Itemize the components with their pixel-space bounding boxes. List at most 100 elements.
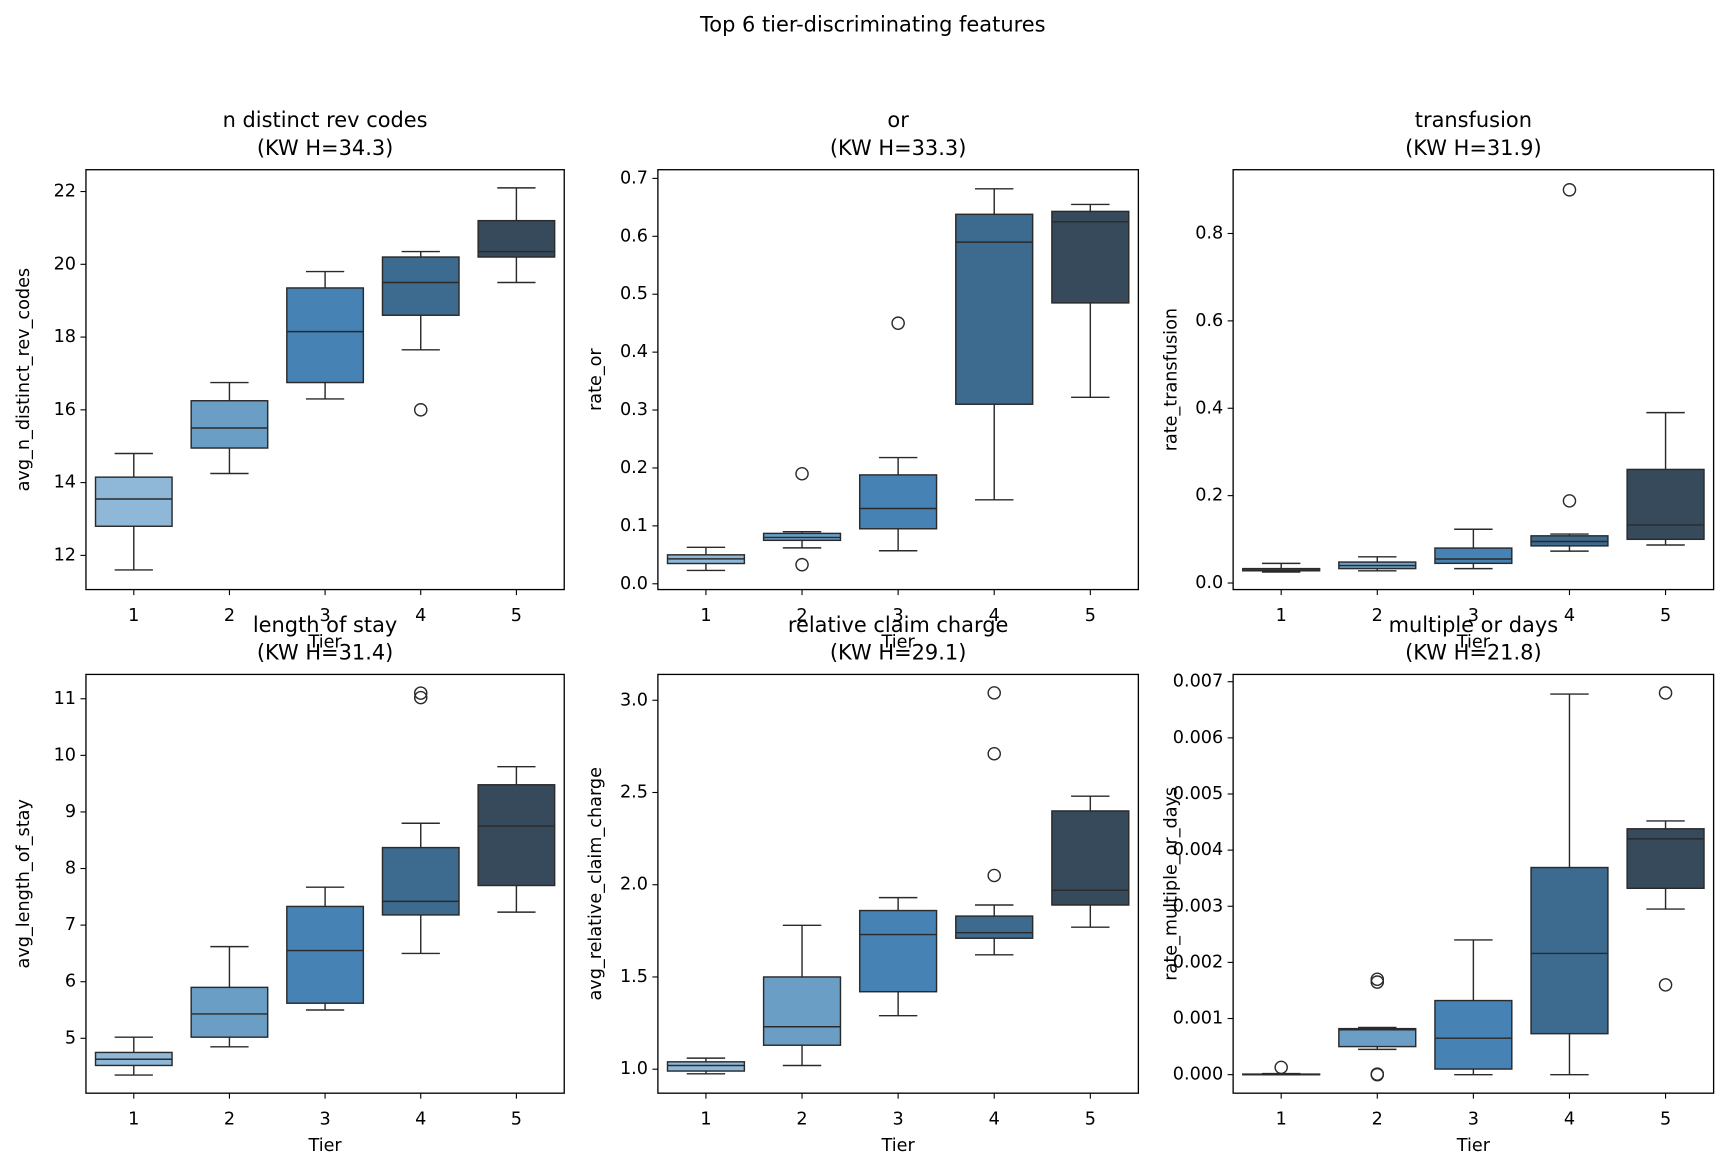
x-tick-label: 5 xyxy=(1660,1110,1671,1130)
x-axis-label: Tier xyxy=(1456,632,1491,652)
box xyxy=(381,256,460,316)
chart-title: multiple or days xyxy=(1389,613,1559,637)
axes-frame xyxy=(85,673,565,1094)
figure-title: Top 6 tier-discriminating features xyxy=(699,12,1045,36)
y-tick-label: 0.5 xyxy=(620,284,648,304)
y-tick-label: 0.004 xyxy=(1173,840,1223,860)
flier xyxy=(413,403,428,417)
box xyxy=(1051,810,1130,906)
x-tick-label: 1 xyxy=(700,606,711,626)
y-tick-label: 8 xyxy=(65,859,76,879)
y-tick-label: 0.003 xyxy=(1173,896,1223,916)
y-axis-label: avg_n_distinct_rev_codes xyxy=(14,268,34,492)
y-tick-label: 0.2 xyxy=(1195,486,1223,506)
x-tick-label: 2 xyxy=(796,606,807,626)
flier xyxy=(1274,1060,1288,1075)
x-tick-label: 3 xyxy=(893,1110,904,1130)
box xyxy=(286,287,365,384)
x-tick-label: 4 xyxy=(989,1110,1000,1130)
figure-body: Top 6 tier-discriminating features n dis… xyxy=(14,12,1715,1156)
x-tick-label: 5 xyxy=(511,606,522,626)
x-tick-label: 5 xyxy=(1660,606,1671,626)
y-tick-label: 0.3 xyxy=(620,400,648,420)
y-tick-label: 0.001 xyxy=(1173,1009,1223,1029)
x-tick-label: 4 xyxy=(415,1110,426,1130)
chart-title: relative claim charge xyxy=(788,613,1009,637)
flier xyxy=(413,690,428,705)
axes-frame xyxy=(1232,673,1715,1094)
box xyxy=(666,1061,746,1072)
x-tick-label: 4 xyxy=(1564,606,1575,626)
x-tick-label: 5 xyxy=(1085,1110,1096,1130)
chart-subtitle: (KW H=31.9) xyxy=(1405,136,1541,160)
chart-subtitle: (KW H=21.8) xyxy=(1405,640,1541,664)
box xyxy=(1051,210,1130,304)
x-axis-label: Tier xyxy=(307,1136,342,1156)
y-tick-label: 9 xyxy=(65,802,76,822)
chart-subtitle: (KW H=33.3) xyxy=(830,136,966,160)
y-tick-label: 0.006 xyxy=(1173,728,1223,748)
flier xyxy=(1370,975,1385,989)
chart-title: length of stay xyxy=(253,613,397,637)
box xyxy=(94,476,173,527)
axes-frame xyxy=(1232,169,1715,591)
box xyxy=(381,846,460,916)
y-tick-label: 0.000 xyxy=(1173,1065,1223,1085)
y-tick-label: 2.0 xyxy=(620,875,648,895)
x-tick-label: 2 xyxy=(1372,1110,1383,1130)
y-tick-label: 0.4 xyxy=(620,342,648,362)
box xyxy=(762,976,842,1046)
flier xyxy=(1370,972,1385,987)
box xyxy=(1434,999,1513,1070)
y-tick-label: 0.6 xyxy=(620,226,648,246)
flier xyxy=(987,746,1002,761)
chart-subtitle: (KW H=31.4) xyxy=(257,640,393,664)
x-tick-label: 2 xyxy=(224,1110,235,1130)
box xyxy=(1530,866,1609,1035)
y-tick-label: 0.005 xyxy=(1173,784,1223,804)
y-tick-label: 5 xyxy=(65,1028,76,1048)
x-tick-label: 4 xyxy=(989,606,1000,626)
y-tick-label: 11 xyxy=(54,689,76,709)
y-tick-label: 0.6 xyxy=(1195,311,1223,331)
y-tick-label: 20 xyxy=(54,254,76,274)
chart-subtitle: (KW H=34.3) xyxy=(257,136,393,160)
y-tick-label: 14 xyxy=(54,473,76,493)
x-axis-label: Tier xyxy=(881,1136,916,1156)
y-axis-label: rate_or xyxy=(586,348,606,411)
y-tick-label: 10 xyxy=(54,745,76,765)
y-tick-label: 0.1 xyxy=(620,516,648,536)
y-tick-label: 18 xyxy=(54,327,76,347)
y-tick-label: 6 xyxy=(65,972,76,992)
box xyxy=(190,400,269,449)
y-tick-label: 2.5 xyxy=(620,782,648,802)
box xyxy=(477,784,556,887)
x-axis-label: Tier xyxy=(307,632,342,652)
x-axis-label: Tier xyxy=(881,632,916,652)
flier xyxy=(1658,978,1673,992)
x-tick-label: 1 xyxy=(700,1110,711,1130)
y-axis-label: rate_transfusion xyxy=(1161,308,1181,451)
flier xyxy=(1562,494,1577,508)
chart-subtitle: (KW H=29.1) xyxy=(830,640,966,664)
x-tick-label: 2 xyxy=(224,606,235,626)
box xyxy=(286,905,365,1004)
x-tick-label: 3 xyxy=(1468,1110,1479,1130)
box xyxy=(190,986,269,1038)
box xyxy=(955,915,1034,939)
chart-title: transfusion xyxy=(1415,108,1532,132)
flier xyxy=(1658,686,1673,700)
flier xyxy=(1562,183,1577,197)
x-tick-label: 2 xyxy=(796,1110,807,1130)
x-axis-label: Tier xyxy=(1456,1136,1491,1156)
box xyxy=(1626,828,1705,890)
box xyxy=(1434,547,1513,565)
y-axis-label: rate_multiple_or_days xyxy=(1161,787,1181,981)
box xyxy=(858,909,938,993)
flier xyxy=(413,686,428,700)
x-tick-label: 1 xyxy=(128,606,139,626)
x-tick-label: 1 xyxy=(1276,606,1287,626)
axes-frame xyxy=(657,673,1140,1094)
y-tick-label: 0.7 xyxy=(620,168,648,188)
